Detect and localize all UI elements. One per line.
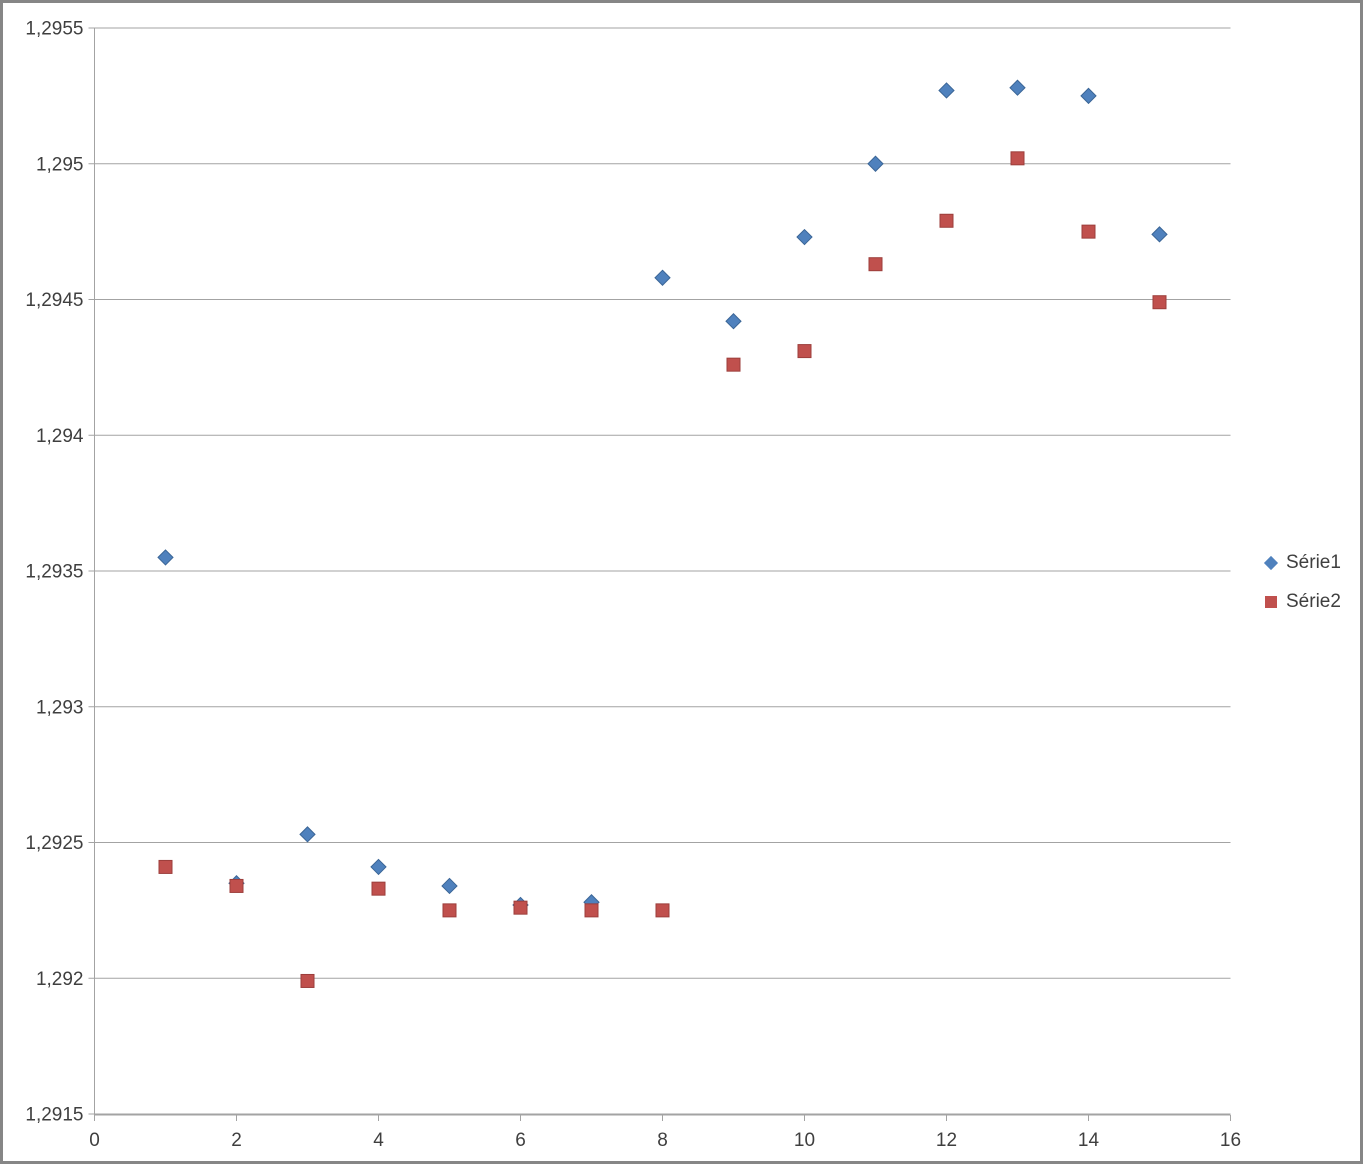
data-point-série1 [370,858,387,876]
data-point-série2 [726,357,741,372]
data-point-série2 [371,881,386,896]
scatter-chart-plot-area: 1,2915 1,292 1,2925 1,293 1,2935 1,294 1,2945 1… [25,19,1241,1151]
legend-item-serie1: Série1 [1263,552,1341,574]
x-axis-label: 8 [657,1130,668,1151]
data-point-série1 [1151,226,1168,243]
y-axis-label: 1,293 [36,697,84,718]
legend-label-serie1: Série1 [1286,552,1341,573]
x-axis-label: 16 [1220,1130,1241,1151]
x-axis-label: 14 [1078,1130,1100,1151]
data-point-série1 [157,549,174,566]
y-axis-label: 1,295 [36,154,84,175]
x-axis-label: 12 [936,1130,957,1151]
data-point-série1 [441,877,458,895]
y-axis-label: 1,2945 [25,290,83,311]
data-point-série2 [584,903,599,918]
data-point-série1 [867,155,884,172]
y-axis-label: 1,292 [36,969,84,990]
data-point-série2 [1010,151,1025,166]
data-point-série1 [654,269,671,286]
data-point-série1 [938,82,955,99]
x-axis-label: 0 [89,1130,100,1151]
data-point-série2 [300,973,315,988]
x-axis-label: 2 [231,1130,242,1151]
data-point-série1 [1009,79,1026,96]
serie1-diamond-icon [1263,555,1279,571]
data-point-série2 [442,903,457,918]
y-axis-label: 1,2955 [25,19,83,40]
data-point-série2 [1152,295,1167,310]
data-point-série1 [1080,87,1097,105]
data-point-série2 [939,213,954,228]
data-point-série2 [513,900,528,915]
y-axis-label: 1,2915 [25,1105,83,1126]
data-point-série1 [796,228,813,246]
y-axis-label: 1,2935 [25,562,83,583]
data-point-série2 [868,257,883,272]
y-axis-label: 1,294 [36,426,84,447]
serie2-square-icon [1265,596,1277,608]
data-point-série1 [725,313,742,330]
x-axis-label: 4 [373,1130,384,1151]
x-axis-label: 10 [794,1130,815,1151]
data-point-série2 [655,903,670,918]
data-point-série2 [158,859,173,874]
chart-legend: Série1 Série2 [1263,552,1341,613]
data-point-série2 [1081,224,1096,239]
y-axis-label: 1,2925 [25,833,83,854]
data-point-série2 [797,344,812,359]
legend-item-serie2: Série2 [1264,591,1341,613]
data-point-série2 [229,878,244,893]
data-point-série1 [299,826,316,843]
x-axis-label: 6 [515,1130,526,1151]
legend-label-serie2: Série2 [1286,591,1341,612]
